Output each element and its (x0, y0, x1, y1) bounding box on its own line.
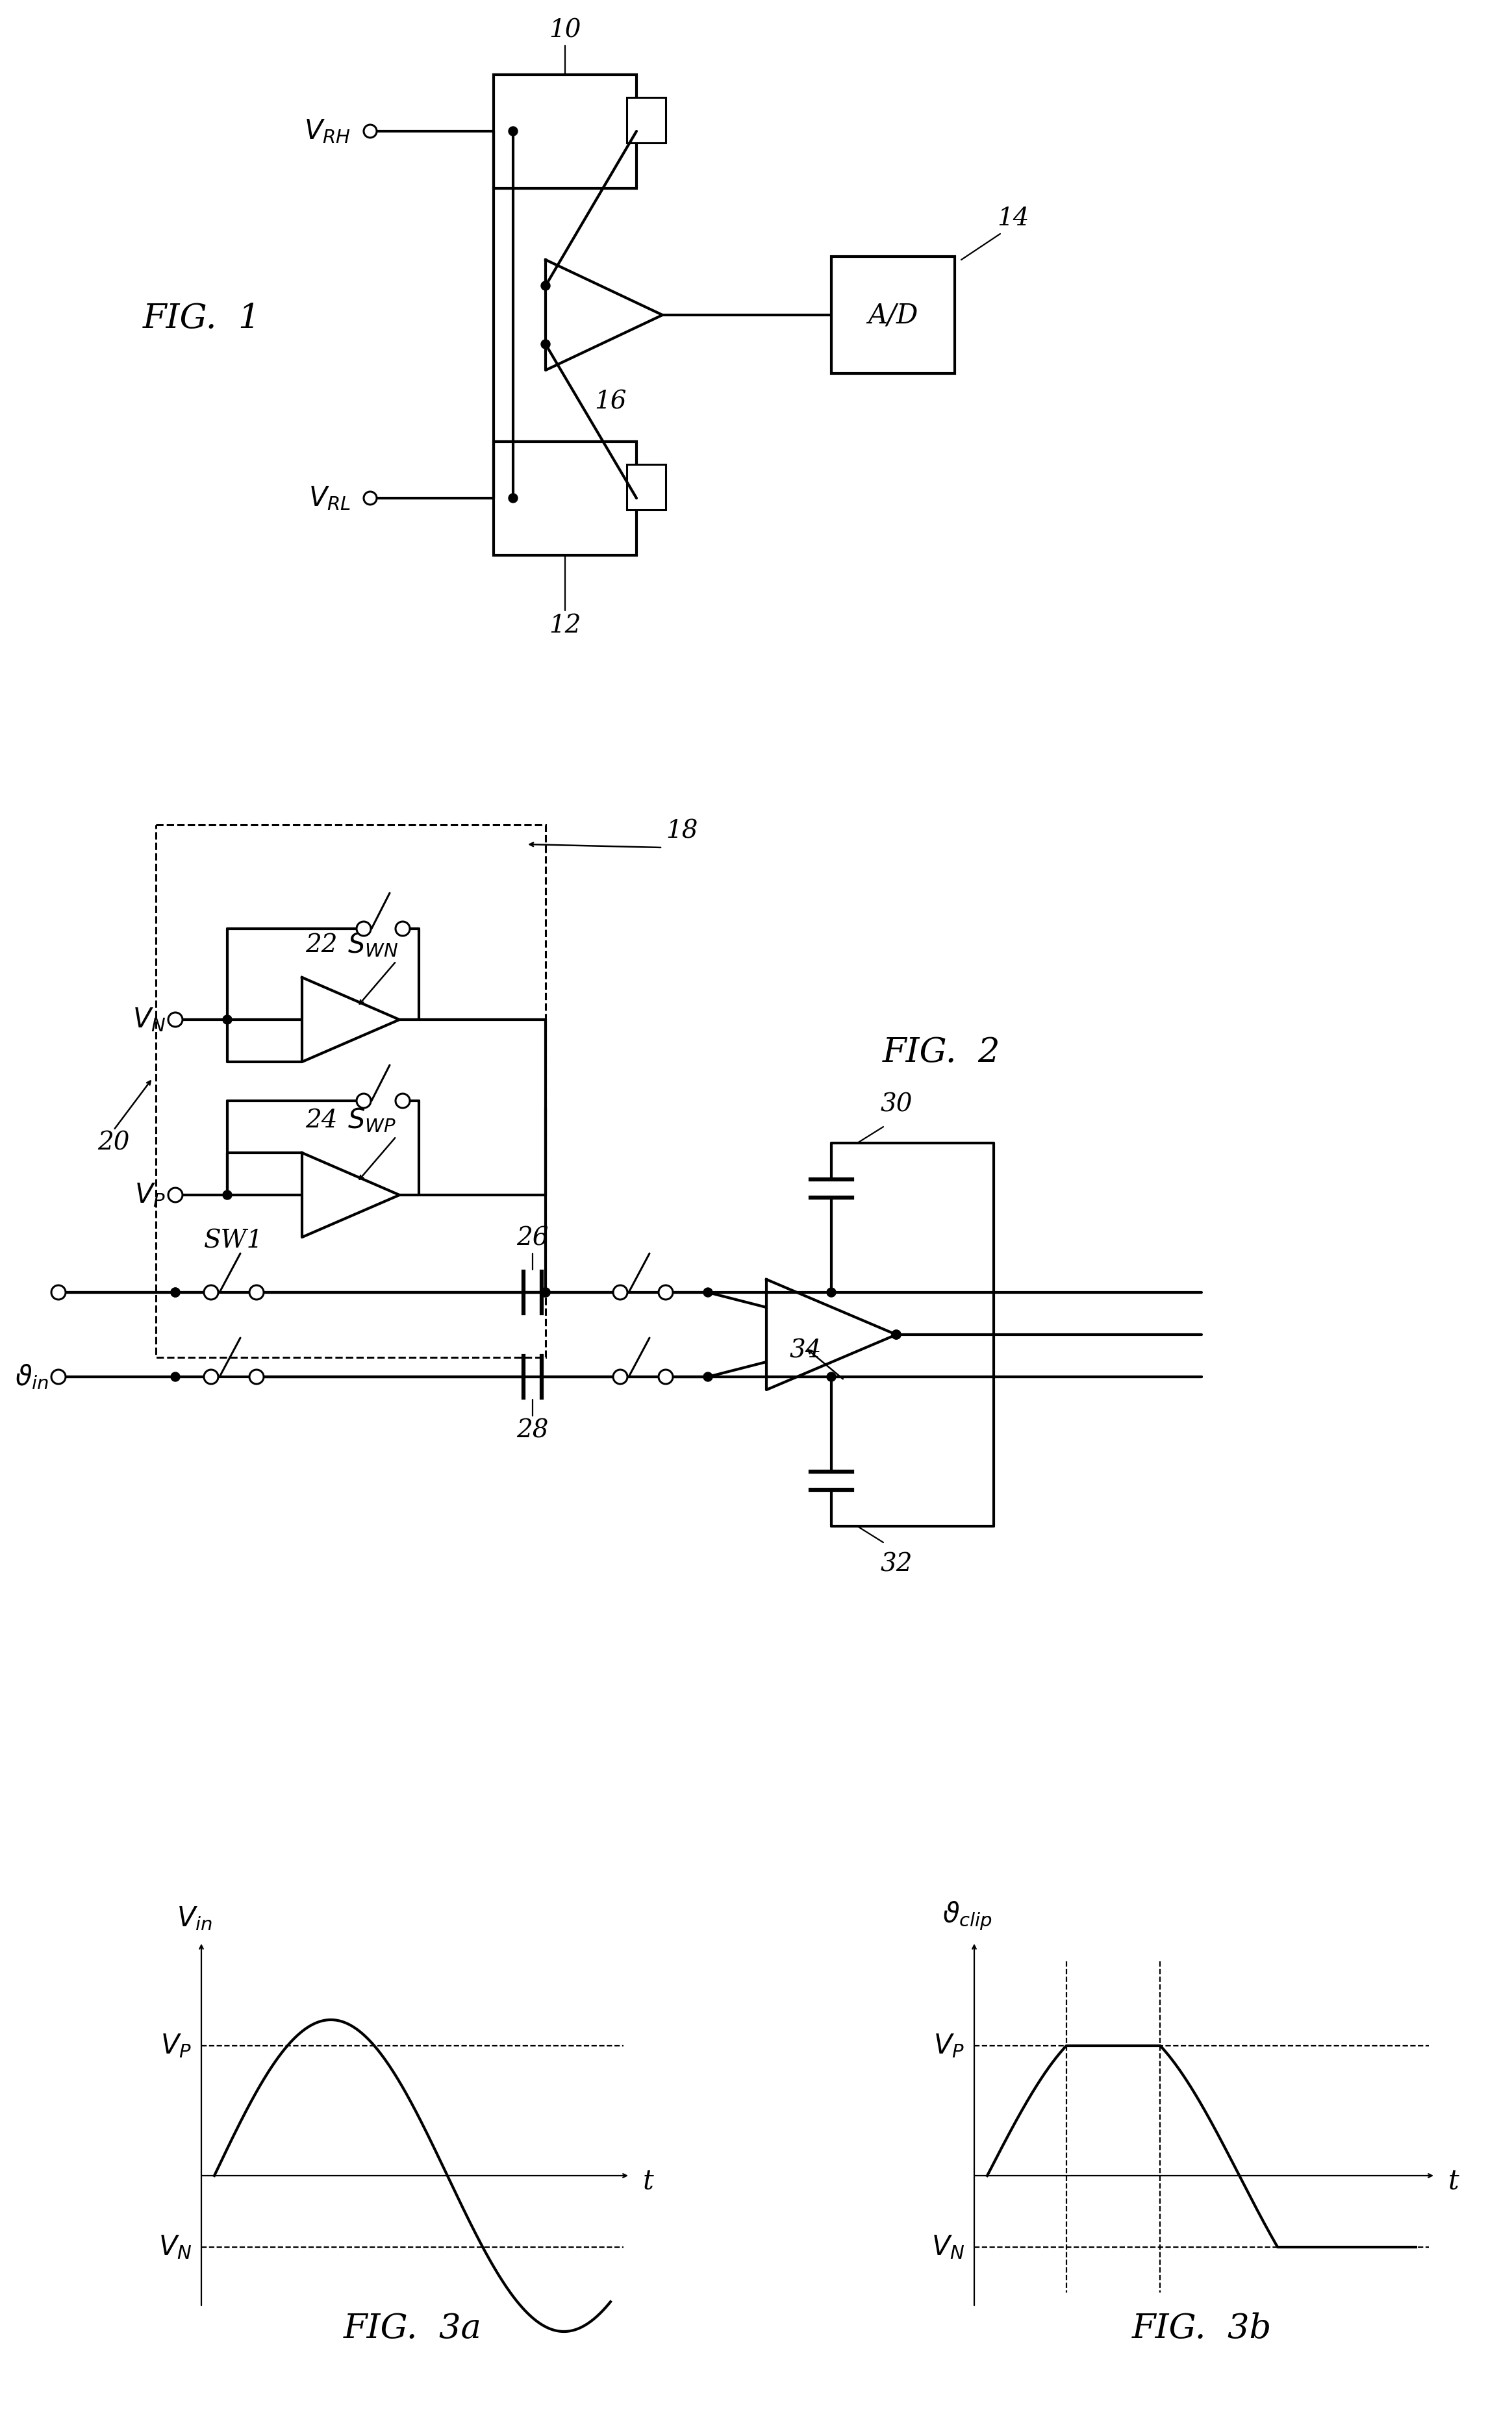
Text: $\vartheta_{in}$: $\vartheta_{in}$ (15, 1361, 48, 1390)
Circle shape (541, 1287, 550, 1296)
Circle shape (222, 1016, 231, 1024)
Text: $V_P$: $V_P$ (135, 1180, 166, 1209)
Bar (627, 463, 665, 509)
Circle shape (204, 1369, 218, 1383)
Circle shape (249, 1284, 263, 1299)
Circle shape (171, 1287, 180, 1296)
Circle shape (357, 922, 370, 937)
Text: FIG.  1: FIG. 1 (144, 302, 260, 336)
Circle shape (171, 1371, 180, 1381)
Text: $V_N$: $V_N$ (931, 2233, 965, 2262)
Circle shape (659, 1284, 673, 1299)
Circle shape (171, 1287, 180, 1296)
Circle shape (51, 1369, 65, 1383)
Bar (627, 97, 665, 142)
Text: FIG.  2: FIG. 2 (883, 1036, 1001, 1069)
Circle shape (204, 1284, 218, 1299)
Text: FIG.  3a: FIG. 3a (343, 2313, 482, 2344)
Bar (493, 75, 637, 188)
Text: $\vartheta_{clip}$: $\vartheta_{clip}$ (942, 1900, 993, 1931)
Circle shape (249, 1369, 263, 1383)
Text: 10: 10 (549, 19, 581, 41)
Text: $V_P$: $V_P$ (933, 2033, 965, 2059)
Circle shape (508, 492, 517, 502)
Text: 20: 20 (98, 1132, 130, 1154)
Text: 14: 14 (996, 208, 1030, 232)
Text: 34: 34 (789, 1340, 821, 1364)
Circle shape (892, 1330, 901, 1340)
Text: 18: 18 (665, 818, 699, 842)
Circle shape (168, 1011, 183, 1026)
Text: $V_{RH}$: $V_{RH}$ (304, 118, 351, 145)
Circle shape (396, 922, 410, 937)
Circle shape (703, 1287, 712, 1296)
Text: FIG.  3b: FIG. 3b (1131, 2313, 1272, 2344)
Circle shape (364, 492, 376, 505)
Circle shape (396, 1094, 410, 1108)
Text: $V_P$: $V_P$ (160, 2033, 192, 2059)
Text: 12: 12 (549, 613, 581, 637)
Circle shape (827, 1287, 836, 1296)
Text: SW1: SW1 (204, 1229, 263, 1253)
Text: $V_{in}$: $V_{in}$ (177, 1905, 213, 1931)
Bar (832, 256, 954, 374)
Bar (156, 826, 546, 1357)
Circle shape (357, 1094, 370, 1108)
Text: 28: 28 (517, 1419, 549, 1444)
Text: $S_{WN}$: $S_{WN}$ (348, 932, 398, 958)
Circle shape (612, 1369, 627, 1383)
Circle shape (222, 1190, 231, 1200)
Text: 30: 30 (880, 1094, 912, 1118)
Circle shape (508, 126, 517, 135)
Circle shape (892, 1330, 901, 1340)
Text: 26: 26 (517, 1226, 549, 1250)
Text: 16: 16 (594, 389, 626, 413)
Circle shape (51, 1284, 65, 1299)
Circle shape (541, 280, 550, 290)
Text: $V_N$: $V_N$ (132, 1007, 166, 1033)
Text: $V_{RL}$: $V_{RL}$ (308, 485, 351, 512)
Circle shape (703, 1371, 712, 1381)
Text: $V_N$: $V_N$ (159, 2233, 192, 2262)
Circle shape (827, 1371, 836, 1381)
Text: 24: 24 (305, 1108, 337, 1132)
Text: t: t (643, 2168, 653, 2197)
Circle shape (364, 126, 376, 138)
Text: t: t (1448, 2168, 1459, 2197)
Text: 32: 32 (880, 1552, 912, 1576)
Circle shape (612, 1284, 627, 1299)
Text: 22: 22 (305, 932, 337, 956)
Circle shape (541, 1287, 550, 1296)
Text: $S_{WP}$: $S_{WP}$ (348, 1106, 396, 1135)
Circle shape (541, 340, 550, 348)
Text: A/D: A/D (868, 302, 918, 328)
Circle shape (659, 1369, 673, 1383)
Circle shape (168, 1188, 183, 1202)
Bar (493, 442, 637, 555)
